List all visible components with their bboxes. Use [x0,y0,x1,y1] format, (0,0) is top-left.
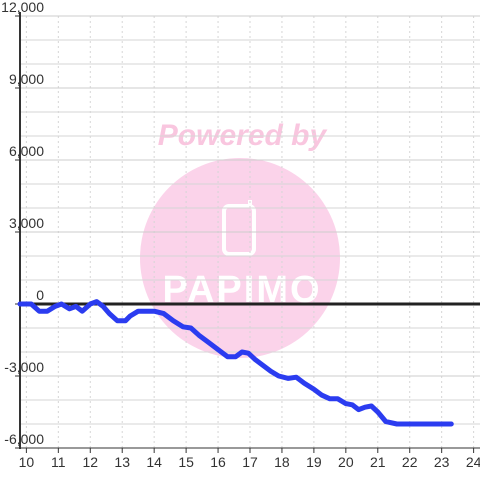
x-tick-label: 18 [274,454,290,470]
x-tick-label: 22 [402,454,418,470]
x-tick-label: 15 [178,454,194,470]
x-tick-label: 23 [434,454,450,470]
series-line [17,299,454,427]
y-tick-label: 6,000 [9,143,44,159]
x-tick-label: 10 [19,454,35,470]
tick-labels: -6,000 -3,000 0 3,000 6,000 9,000 12,000 10 11 12… [1,0,480,470]
x-tick-label: 19 [306,454,322,470]
y-tick-label: 9,000 [9,71,44,87]
y-tick-label: -3,000 [4,359,44,375]
y-tick-label: 3,000 [9,215,44,231]
watermark: Powered by PAPIMO [140,119,340,358]
y-tick-label: 0 [36,287,44,303]
x-tick-label: 16 [210,454,226,470]
x-tick-label: 17 [242,454,258,470]
x-tick-label: 12 [82,454,98,470]
y-tick-label: -6,000 [4,431,44,447]
grid [20,15,480,449]
x-tick-label: 13 [114,454,130,470]
x-tick-label: 24 [466,454,480,470]
x-tick-label: 20 [338,454,354,470]
x-tick-label: 21 [370,454,386,470]
y-tick-label: 12,000 [1,0,44,15]
series-layer [17,299,454,427]
x-tick-label: 14 [146,454,162,470]
x-tick-label: 11 [51,454,66,470]
